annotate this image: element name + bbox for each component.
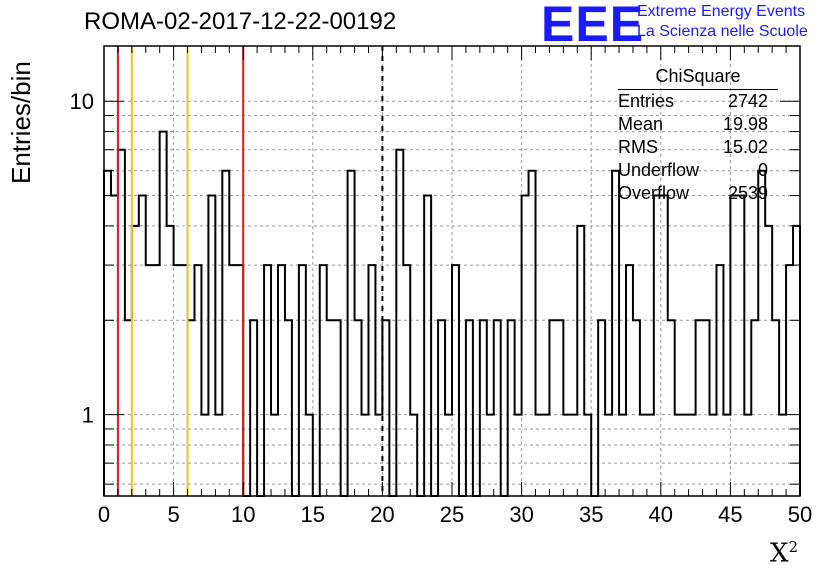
stats-key: RMS <box>618 137 658 157</box>
x-tick-label: 25 <box>440 502 464 527</box>
stats-key: Underflow <box>618 160 700 180</box>
logo-line-1: Extreme Energy Events <box>637 3 806 20</box>
stats-row-overflow: Overflow 2539 <box>612 182 777 205</box>
x-tick-label: 5 <box>167 502 179 527</box>
histogram-series <box>103 130 801 497</box>
x-tick-label: 50 <box>788 502 812 527</box>
stats-row-rms: RMS 15.02 <box>612 136 777 159</box>
x-tick-label: 0 <box>98 502 110 527</box>
x-tick-label: 15 <box>301 502 325 527</box>
x-tick-label: 30 <box>509 502 533 527</box>
x-axis-label-base: X <box>770 538 789 569</box>
stats-value: 2539 <box>727 183 768 203</box>
stats-value: 0 <box>757 160 768 180</box>
stats-box: ChiSquare Entries 2742 Mean 19.98 RMS 15.02… <box>612 66 778 205</box>
stats-value: 19.98 <box>722 114 768 134</box>
stats-key: Entries <box>618 91 675 111</box>
y-axis-label: Entries/bin <box>6 61 36 184</box>
eee-logo: EEE <box>541 0 645 52</box>
x-axis-label: X2 <box>770 538 798 569</box>
stats-value: 2742 <box>727 91 768 111</box>
x-tick-label: 35 <box>579 502 603 527</box>
y-tick-label: 1 <box>82 403 94 428</box>
chart-title: ROMA-02-2017-12-22-00192 <box>84 8 397 35</box>
stats-row-underflow: Underflow 0 <box>612 159 777 182</box>
stats-row-entries: Entries 2742 <box>612 90 777 113</box>
x-tick-label: 45 <box>718 502 742 527</box>
logo-line-2: La Scienza nelle Scuole <box>637 23 808 40</box>
x-tick-label: 20 <box>370 502 394 527</box>
stats-title: ChiSquare <box>618 66 778 90</box>
stats-key: Overflow <box>618 183 690 203</box>
x-axis-label-superscript: 2 <box>788 538 799 556</box>
stats-key: Mean <box>618 114 664 134</box>
stats-row-mean: Mean 19.98 <box>612 113 777 136</box>
x-tick-label: 40 <box>649 502 673 527</box>
y-tick-label: 10 <box>70 89 94 114</box>
x-tick-label: 10 <box>231 502 255 527</box>
stats-value: 15.02 <box>722 137 768 157</box>
